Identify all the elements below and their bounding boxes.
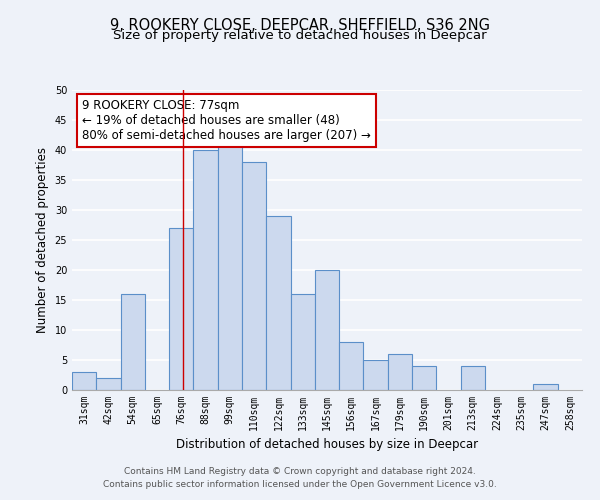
Bar bbox=[315, 270, 339, 390]
Bar bbox=[461, 366, 485, 390]
Bar bbox=[72, 372, 96, 390]
Bar bbox=[339, 342, 364, 390]
Bar bbox=[290, 294, 315, 390]
Text: Size of property relative to detached houses in Deepcar: Size of property relative to detached ho… bbox=[113, 29, 487, 42]
Bar bbox=[169, 228, 193, 390]
Text: Contains public sector information licensed under the Open Government Licence v3: Contains public sector information licen… bbox=[103, 480, 497, 489]
Bar bbox=[242, 162, 266, 390]
Bar bbox=[266, 216, 290, 390]
Bar bbox=[96, 378, 121, 390]
Text: 9, ROOKERY CLOSE, DEEPCAR, SHEFFIELD, S36 2NG: 9, ROOKERY CLOSE, DEEPCAR, SHEFFIELD, S3… bbox=[110, 18, 490, 32]
Text: 9 ROOKERY CLOSE: 77sqm
← 19% of detached houses are smaller (48)
80% of semi-det: 9 ROOKERY CLOSE: 77sqm ← 19% of detached… bbox=[82, 99, 371, 142]
Bar bbox=[218, 144, 242, 390]
Bar bbox=[533, 384, 558, 390]
Y-axis label: Number of detached properties: Number of detached properties bbox=[36, 147, 49, 333]
Bar bbox=[388, 354, 412, 390]
Bar bbox=[193, 150, 218, 390]
Text: Contains HM Land Registry data © Crown copyright and database right 2024.: Contains HM Land Registry data © Crown c… bbox=[124, 467, 476, 476]
Bar bbox=[364, 360, 388, 390]
X-axis label: Distribution of detached houses by size in Deepcar: Distribution of detached houses by size … bbox=[176, 438, 478, 452]
Bar bbox=[412, 366, 436, 390]
Bar bbox=[121, 294, 145, 390]
